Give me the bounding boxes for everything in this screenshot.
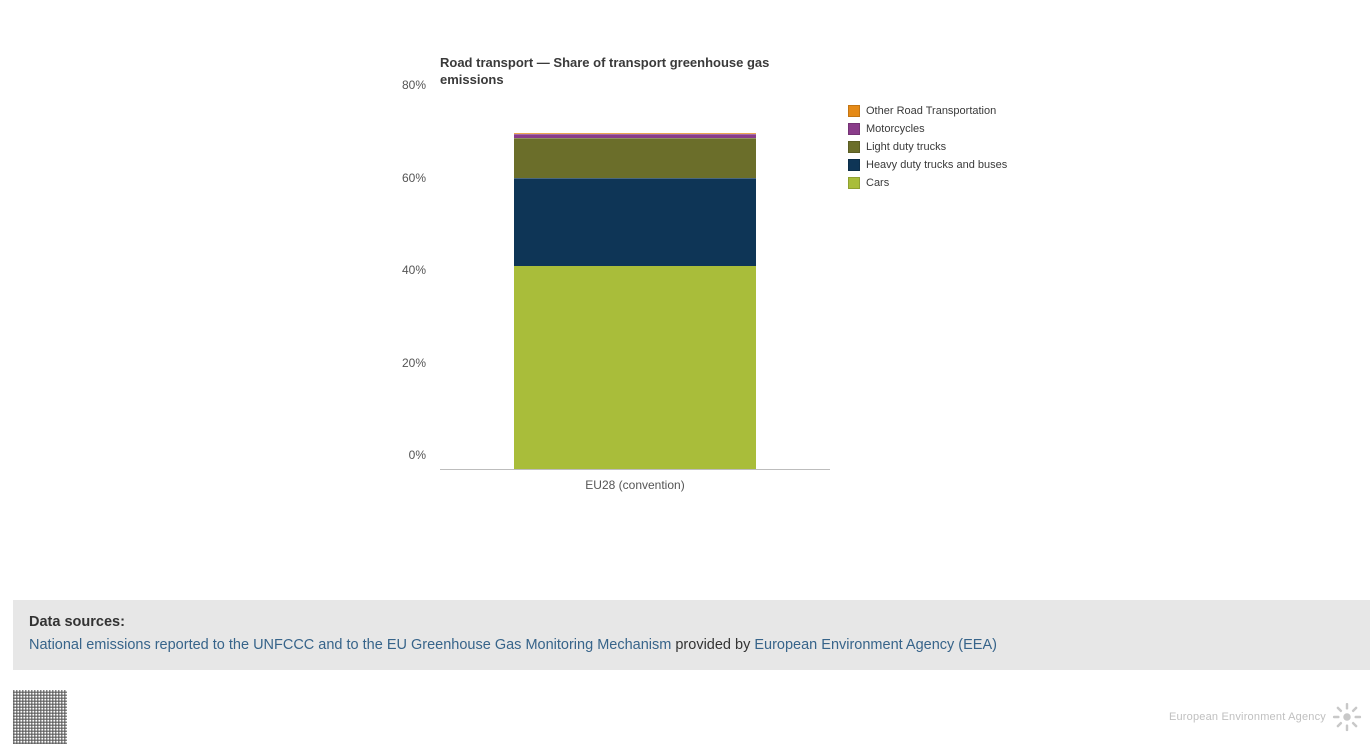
- data-sources-line: National emissions reported to the UNFCC…: [29, 635, 1354, 656]
- legend-item: Cars: [848, 174, 1007, 192]
- eea-logo-text: European Environment Agency: [1169, 711, 1326, 723]
- data-sources-header: Data sources:: [29, 612, 1354, 633]
- y-tick-label: 80%: [402, 78, 426, 92]
- data-sources-bar: Data sources: National emissions reporte…: [13, 600, 1370, 670]
- source-link-eea[interactable]: European Environment Agency (EEA): [754, 637, 997, 653]
- x-axis-category-label: EU28 (convention): [440, 478, 830, 492]
- legend-swatch: [848, 159, 860, 171]
- y-tick-label: 60%: [402, 171, 426, 185]
- legend-label: Motorcycles: [866, 123, 925, 135]
- eea-sun-icon: [1332, 702, 1362, 732]
- bar-segment: [514, 178, 756, 266]
- legend-label: Cars: [866, 177, 889, 189]
- legend-item: Light duty trucks: [848, 138, 1007, 156]
- chart-plot-area: 0%20%40%60%80%: [440, 100, 830, 470]
- legend-swatch: [848, 105, 860, 117]
- legend-swatch: [848, 141, 860, 153]
- bar-segment: [514, 138, 756, 177]
- qr-code-icon: [13, 690, 67, 744]
- chart-legend: Other Road Transportation Motorcycles Ligh…: [848, 102, 1007, 192]
- y-tick-label: 40%: [402, 263, 426, 277]
- legend-item: Other Road Transportation: [848, 102, 1007, 120]
- legend-item: Motorcycles: [848, 120, 1007, 138]
- y-tick-label: 20%: [402, 356, 426, 370]
- legend-swatch: [848, 177, 860, 189]
- eea-logo: European Environment Agency: [1169, 702, 1362, 732]
- source-link-unfccc[interactable]: National emissions reported to the UNFCC…: [29, 637, 671, 653]
- legend-label: Other Road Transportation: [866, 105, 996, 117]
- y-tick-label: 0%: [409, 448, 426, 462]
- legend-label: Heavy duty trucks and buses: [866, 159, 1007, 171]
- legend-label: Light duty trucks: [866, 141, 946, 153]
- bar-segment: [514, 266, 756, 470]
- legend-swatch: [848, 123, 860, 135]
- stacked-bar: [514, 133, 756, 469]
- source-middle-text: provided by: [671, 637, 754, 653]
- legend-item: Heavy duty trucks and buses: [848, 156, 1007, 174]
- chart-title: Road transport — Share of transport gree…: [440, 55, 835, 89]
